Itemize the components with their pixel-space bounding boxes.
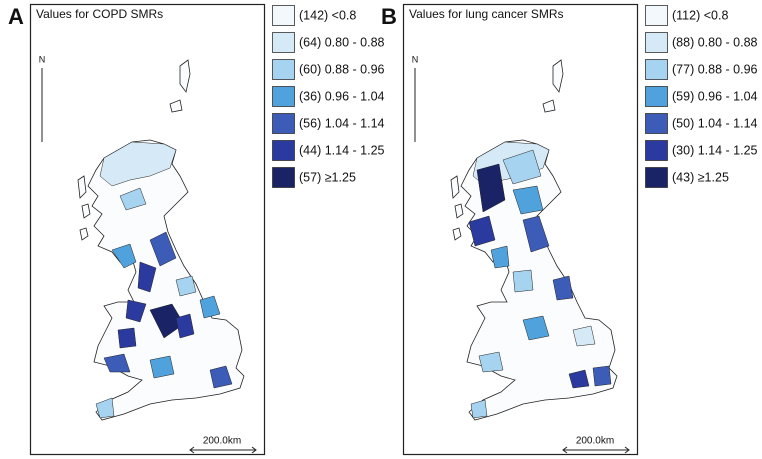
figure: A Values for COPD SMRs N 200.0km (142) <0.8 (… xyxy=(0,0,762,459)
north-label: N xyxy=(39,54,46,64)
legend-label: (88) 0.80 - 0.88 xyxy=(672,35,758,49)
region xyxy=(513,270,533,292)
region xyxy=(150,356,174,378)
legend-swatch xyxy=(273,168,295,188)
region xyxy=(593,366,611,386)
region xyxy=(176,276,196,296)
legend-label: (44) 1.14 - 1.25 xyxy=(299,143,385,157)
region xyxy=(118,328,136,348)
legend-label: (77) 0.88 - 0.96 xyxy=(672,62,758,76)
legend-label: (64) 0.80 - 0.88 xyxy=(299,35,385,49)
map-title: Values for COPD SMRs xyxy=(36,7,163,21)
legend-label: (50) 1.04 - 1.14 xyxy=(672,116,758,130)
panel-letter: A xyxy=(8,4,24,29)
legend-swatch xyxy=(273,114,295,134)
legend-label: (59) 0.96 - 1.04 xyxy=(672,89,758,103)
panel: A Values for COPD SMRs N 200.0km (142) <0.8 (… xyxy=(8,4,385,455)
north-label: N xyxy=(412,54,419,64)
legend-label: (43) ≥1.25 xyxy=(672,170,729,184)
legend-swatch xyxy=(273,87,295,107)
legend-label: (30) 1.14 - 1.25 xyxy=(672,143,758,157)
legend-label: (56) 1.04 - 1.14 xyxy=(299,116,385,130)
legend-label: (57) ≥1.25 xyxy=(299,170,356,184)
legend-label: (112) <0.8 xyxy=(672,8,728,22)
legend-label: (142) <0.8 xyxy=(299,8,356,22)
legend-swatch xyxy=(646,33,668,53)
legend-swatch xyxy=(646,87,668,107)
legend-swatch xyxy=(273,33,295,53)
legend-swatch xyxy=(646,6,668,26)
legend-swatch xyxy=(646,60,668,80)
legend-label: (60) 0.88 - 0.96 xyxy=(299,62,385,76)
legend-swatch xyxy=(273,6,295,26)
legend-swatch xyxy=(646,141,668,161)
map-title: Values for lung cancer SMRs xyxy=(409,7,564,21)
panel: B Values for lung cancer SMRs N 200.0km (112… xyxy=(381,4,758,455)
scale-label: 200.0km xyxy=(576,436,614,447)
scale-label: 200.0km xyxy=(203,436,241,447)
legend-swatch xyxy=(646,168,668,188)
legend-label: (36) 0.96 - 1.04 xyxy=(299,89,385,103)
panel-letter: B xyxy=(381,4,397,29)
legend-swatch xyxy=(273,141,295,161)
legend-swatch xyxy=(646,114,668,134)
legend-swatch xyxy=(273,60,295,80)
